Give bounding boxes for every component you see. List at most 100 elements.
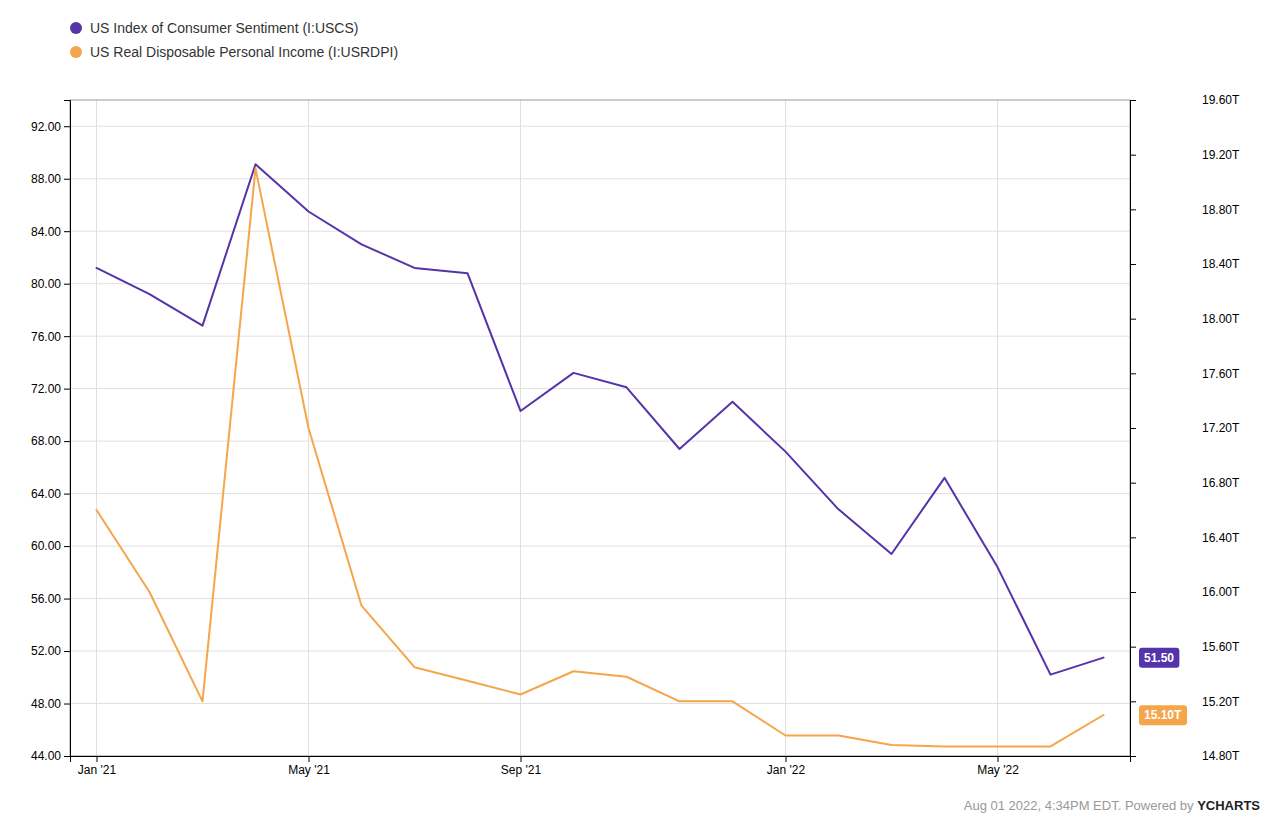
y-tick: 60.00 [31,539,70,553]
y-tick-label: 64.00 [31,487,61,501]
x-tick: Jan '22 [767,756,806,777]
y-tick-label: 88.00 [31,172,61,186]
y2-tick-label: 15.60T [1202,640,1240,654]
y-tick: 64.00 [31,487,70,501]
y-tick-mark [64,179,70,180]
y-tick-mark [64,441,70,442]
x-axis-line [71,757,1131,763]
y2-tick: 16.00T [1130,585,1240,599]
y-tick-mark [64,336,70,337]
y-tick-label: 72.00 [31,382,61,396]
x-tick-mark [521,756,522,762]
grid-line-y [70,493,1130,494]
x-tick-mark [998,756,999,762]
x-tick-label: Jan '21 [78,763,117,777]
y-axis: 44.0048.0052.0056.0060.0064.0068.0072.00… [31,101,71,764]
value-label-box [1139,705,1187,725]
y-tick: 88.00 [31,172,70,186]
y2-tick-label: 14.80T [1202,749,1240,763]
y2-tick-mark [1130,537,1136,538]
x-tick-mark [97,756,98,762]
grid-line-y [70,336,1130,337]
y2-tick-label: 16.80T [1202,476,1240,490]
y-axis-line [64,101,71,757]
y2-tick-label: 17.20T [1202,421,1240,435]
plot-frame [70,100,1130,756]
grid-line-y [70,546,1130,547]
y2-tick: 16.80T [1130,476,1240,490]
x-tick: Jan '21 [78,756,117,777]
y2-tick: 18.00T [1130,312,1240,326]
value-label-text: 51.50 [1144,651,1174,665]
legend-swatch [70,22,82,34]
y-tick-mark [64,231,70,232]
legend: US Index of Consumer Sentiment (I:USCS) U… [70,20,398,60]
grid-line-y [70,178,1130,179]
x-tick: Sep '21 [501,756,542,777]
y-tick-label: 92.00 [31,120,61,134]
y2-tick-mark [1130,373,1136,374]
y-tick-mark [64,126,70,127]
x-axis: Jan '21May '21Sep '21Jan '22May '22 [71,756,1131,777]
y2-tick: 18.40T [1130,257,1240,271]
x-tick-label: Sep '21 [501,763,542,777]
y2-tick: 17.20T [1130,421,1240,435]
y2-tick-label: 18.80T [1202,203,1240,217]
grid-line-y [70,651,1130,652]
legend-label: US Real Disposable Personal Income (I:US… [90,44,398,60]
grid-line-y [70,388,1130,389]
y-tick: 76.00 [31,330,70,344]
y2-tick-label: 19.60T [1202,93,1240,107]
value-label: 51.50 [1139,648,1179,668]
y2-tick-mark [1130,483,1136,484]
y2-tick: 18.80T [1130,203,1240,217]
x-tick-mark [309,756,310,762]
y-tick: 48.00 [31,697,70,711]
y2-tick-mark [1130,209,1136,210]
y2-tick-mark [1130,701,1136,702]
y-tick-mark [64,546,70,547]
y-tick: 56.00 [31,592,70,606]
y-tick: 44.00 [31,749,70,763]
chart: Jan '21May '21Sep '21Jan '22May '2244.00… [0,0,1280,826]
y-tick-mark [64,651,70,652]
y2-tick: 17.60T [1130,367,1240,381]
value-label: 15.10T [1139,705,1187,725]
grid-line-x [520,100,521,756]
grid-line-x [785,100,786,756]
y-tick-label: 80.00 [31,277,61,291]
y2-tick-mark [1130,264,1136,265]
y2-tick-label: 16.00T [1202,585,1240,599]
y2-tick-label: 17.60T [1202,367,1240,381]
y-tick-label: 84.00 [31,225,61,239]
y2-tick-mark [1130,428,1136,429]
grid-line-x [997,100,998,756]
y2-axis: 14.80T15.20T15.60T16.00T16.40T16.80T17.2… [1130,93,1240,763]
footer-text: Aug 01 2022, 4:34PM EDT. Powered by [964,798,1197,813]
y-tick-label: 68.00 [31,434,61,448]
y-tick: 72.00 [31,382,70,396]
y-tick: 84.00 [31,225,70,239]
y-tick-label: 48.00 [31,697,61,711]
grid-line-y [70,598,1130,599]
y2-tick-label: 18.00T [1202,312,1240,326]
y-tick-mark [64,756,70,757]
grid-line-y [70,126,1130,127]
y-tick-mark [64,284,70,285]
y-tick-mark [64,494,70,495]
footer-text: YCHARTS [1197,798,1260,813]
series-line [97,168,1104,746]
x-tick-mark [786,756,787,762]
legend-label: US Index of Consumer Sentiment (I:USCS) [90,20,358,36]
y-tick-mark [64,704,70,705]
x-tick: May '22 [977,756,1019,777]
legend-item: US Index of Consumer Sentiment (I:USCS) [70,20,358,36]
grid [70,100,1130,756]
y-tick-label: 44.00 [31,749,61,763]
plot: Jan '21May '21Sep '21Jan '22May '2244.00… [31,93,1240,776]
y2-tick-mark [1130,155,1136,156]
x-tick-label: Jan '22 [767,763,806,777]
y2-tick-mark [1130,756,1136,757]
y2-tick-label: 15.20T [1202,695,1240,709]
y2-tick: 19.20T [1130,148,1240,162]
